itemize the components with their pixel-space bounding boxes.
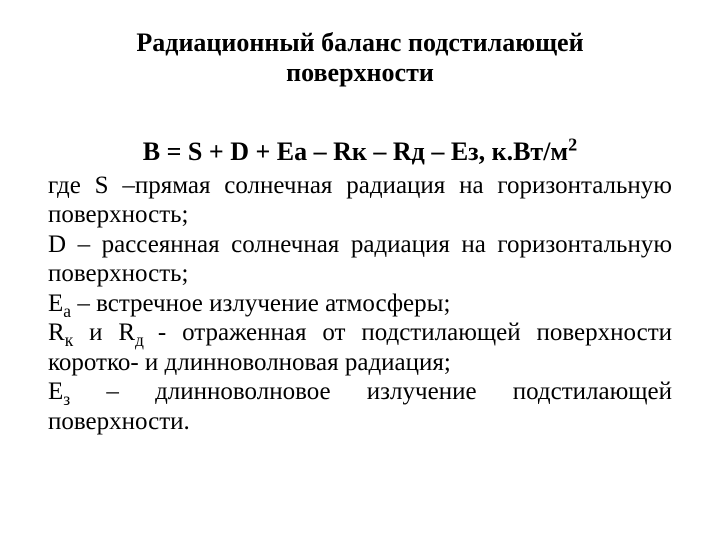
title-line-1: Радиационный баланс подстилающей	[136, 28, 583, 57]
title-line-2: поверхности	[286, 58, 434, 87]
formula: B = S + D + Eа – Rк – Rд – Eз, к.Вт/м2	[48, 136, 672, 167]
def-rk-and: и	[73, 319, 118, 346]
definition-ea: Eа – встречное излучение атмосферы;	[48, 289, 672, 319]
definition-ez: Eз – длинноволновое излучение подстилающ…	[48, 377, 672, 436]
def-d-text: D – рассеянная солнечная радиация на гор…	[48, 231, 672, 288]
def-ea-text: – встречное излучение атмосферы;	[71, 290, 450, 317]
def-rk-sym: R	[48, 319, 65, 346]
body-text: где S –прямая солнечная радиация на гори…	[48, 171, 672, 437]
def-ez-sym: E	[48, 378, 63, 405]
def-rd-sym: R	[118, 319, 135, 346]
def-rk-sub: к	[65, 330, 74, 350]
definition-rk-rd: Rк и Rд - отраженная от подстилающей пов…	[48, 318, 672, 377]
page-title: Радиационный баланс подстилающей поверхн…	[48, 28, 672, 88]
formula-sup: 2	[568, 134, 577, 154]
def-rd-sub: д	[135, 330, 158, 350]
def-rk-rd-text: - отраженная от подстилающей поверхности…	[48, 319, 672, 376]
def-ea-sym: E	[48, 290, 63, 317]
slide: Радиационный баланс подстилающей поверхн…	[0, 0, 720, 540]
formula-text: B = S + D + Eа – Rк – Rд – Eз, к.Вт/м	[143, 137, 568, 166]
definition-d: D – рассеянная солнечная радиация на гор…	[48, 230, 672, 289]
def-s-text: где S –прямая солнечная радиация на гори…	[48, 172, 672, 229]
def-ez-text: – длинноволновое излучение подстилающей …	[48, 378, 672, 435]
definition-s: где S –прямая солнечная радиация на гори…	[48, 171, 672, 230]
